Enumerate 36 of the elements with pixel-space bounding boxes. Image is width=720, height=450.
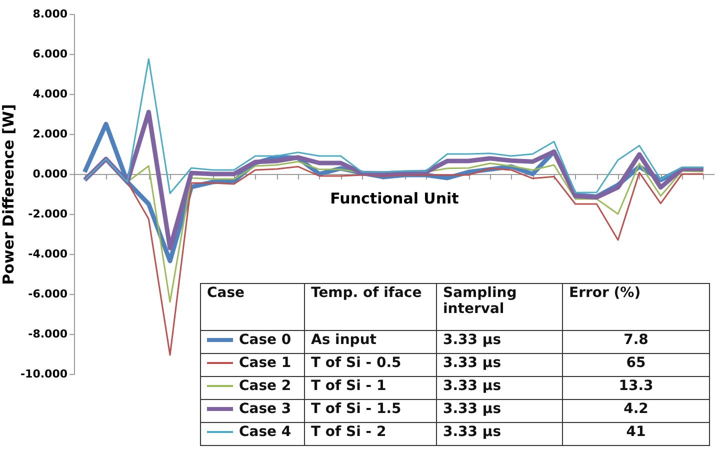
text: 13.3 — [562, 376, 710, 400]
y-tick-label: 6.000 — [32, 48, 68, 60]
y-tick-label: -4.000 — [28, 248, 68, 260]
annotation: 3.33 µs — [436, 354, 562, 376]
text: 3.33 µs — [436, 422, 562, 446]
y-axis-title: Power Difference [W] — [0, 104, 18, 285]
y-tick-label: -6.000 — [28, 288, 68, 300]
legend-label: Case 4 — [200, 422, 304, 446]
y-tick-label: -8.000 — [28, 328, 68, 340]
annotation: Sampling interval — [436, 284, 562, 330]
legend-label: Case 2 — [200, 376, 304, 400]
annotation: 7.8 — [562, 330, 710, 354]
y-tick-label: -10.000 — [20, 368, 68, 380]
annotation: As input — [304, 330, 436, 354]
annotation: T of Si - 0.5 — [304, 354, 436, 376]
annotation: 65 — [562, 354, 710, 376]
text: 3.33 µs — [436, 376, 562, 400]
y-tick-label: 8.000 — [32, 8, 68, 20]
text: 3.33 µs — [436, 400, 562, 422]
legend-label: Case 1 — [200, 354, 304, 376]
y-tick-label: 2.000 — [32, 128, 68, 140]
annotation: Case — [200, 284, 304, 330]
y-tick-label: -2.000 — [28, 208, 68, 220]
text: 4.2 — [562, 400, 710, 422]
x-axis-title: Functional Unit — [330, 190, 459, 208]
y-tick-label: 0.000 — [32, 168, 68, 180]
legend-label: Case 0 — [200, 330, 304, 354]
text: T of Si - 1 — [304, 376, 436, 400]
legend-label: Case 3 — [200, 400, 304, 422]
text: T of Si - 1.5 — [304, 400, 436, 422]
annotation: 3.33 µs — [436, 330, 562, 354]
y-tick-label: 4.000 — [32, 88, 68, 100]
text: T of Si - 2 — [304, 422, 436, 446]
text: 41 — [562, 422, 710, 446]
annotation: Error (%) — [562, 284, 710, 330]
annotation: Temp. of iface — [304, 284, 436, 330]
